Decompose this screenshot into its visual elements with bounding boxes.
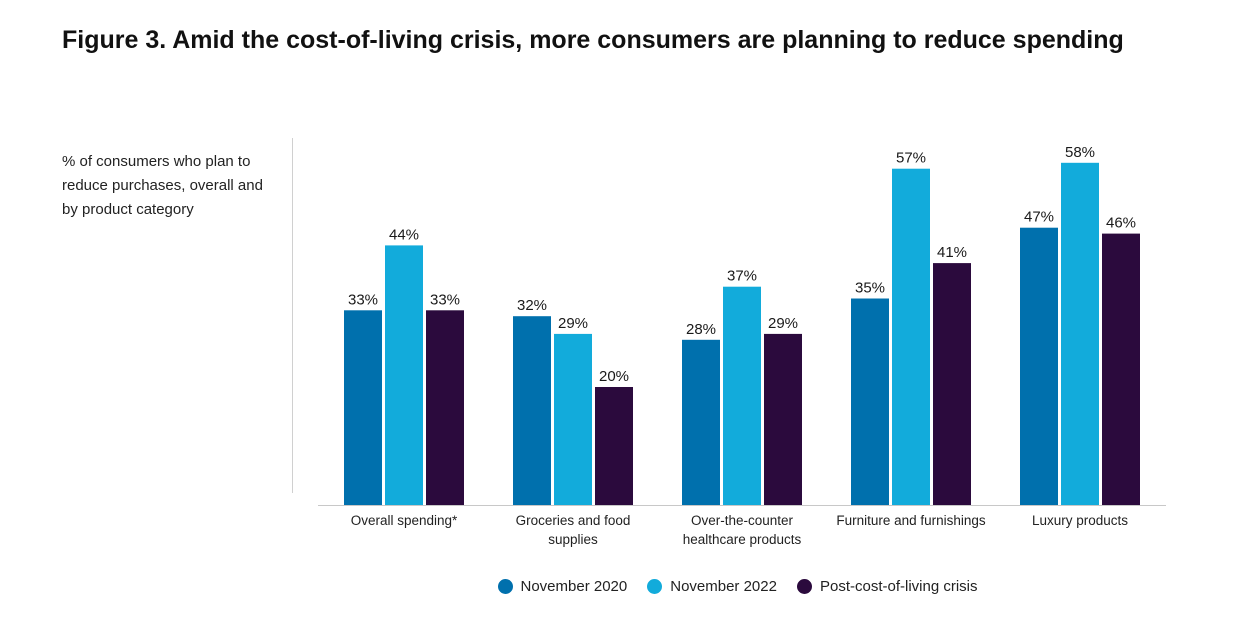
data-label: 29%: [768, 315, 798, 332]
category-label: Over-the-counter healthcare products: [683, 513, 802, 547]
data-label: 29%: [558, 315, 588, 332]
data-label: 44%: [389, 226, 419, 243]
bar: [1061, 162, 1099, 506]
bar: [1020, 227, 1058, 505]
category-label: Overall spending*: [351, 513, 458, 528]
bar: [1102, 233, 1140, 505]
bar: [385, 245, 423, 505]
data-label: 41%: [937, 244, 967, 261]
data-label: 32%: [517, 297, 547, 314]
data-label: 33%: [348, 291, 378, 308]
data-label: 58%: [1065, 144, 1095, 161]
bar: [344, 310, 382, 505]
legend-label: November 2022: [670, 578, 777, 595]
legend-label: Post-cost-of-living crisis: [819, 578, 978, 595]
legend-item: November 2020: [497, 578, 628, 595]
category-label: Groceries and food supplies: [516, 513, 631, 547]
data-label: 37%: [727, 268, 757, 285]
legend-swatch: [647, 579, 663, 594]
bar: [764, 333, 802, 505]
data-label: 47%: [1024, 209, 1054, 226]
chart-title: Figure 3. Amid the cost-of-living crisis…: [62, 26, 1124, 54]
legend-item: Post-cost-of-living crisis: [796, 578, 978, 595]
legend-swatch: [497, 579, 513, 594]
category-label: Furniture and furnishings: [836, 513, 986, 528]
data-label: 20%: [599, 368, 629, 385]
bar: [851, 298, 889, 505]
chart-subtitle: % of consumers who plan to reduce purcha…: [62, 153, 263, 218]
bar: [682, 339, 720, 505]
legend-swatch: [796, 579, 812, 594]
subtitle-divider: [292, 138, 293, 493]
bar: [933, 263, 971, 505]
data-label: 28%: [686, 321, 716, 338]
category-label: Luxury products: [1032, 513, 1128, 528]
data-label: 33%: [430, 291, 460, 308]
bar: [892, 168, 930, 505]
bar: [426, 310, 464, 505]
bar: [723, 286, 761, 505]
data-label: 35%: [855, 280, 885, 297]
legend-label: November 2020: [520, 578, 628, 595]
data-label: 46%: [1106, 215, 1136, 232]
legend-item: November 2022: [647, 578, 777, 595]
bar: [513, 316, 551, 505]
bar: [554, 333, 592, 505]
legend: November 2020 November 2022 Post-cost-of-l…: [0, 578, 1250, 595]
bar: [595, 387, 633, 505]
data-label: 57%: [896, 150, 926, 167]
